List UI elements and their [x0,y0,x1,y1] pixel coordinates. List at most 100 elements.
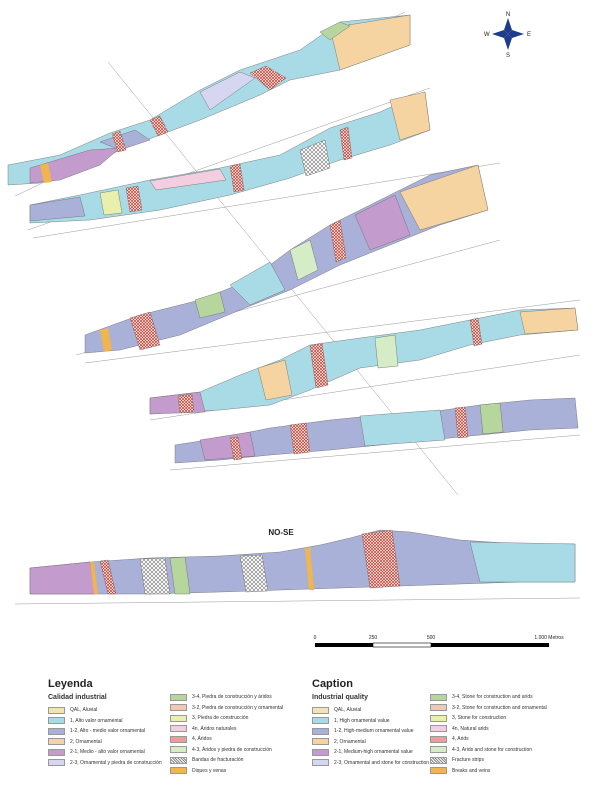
legend-item: 3-2, Stone for construction and ornament… [430,703,547,714]
legend-swatch [430,693,447,701]
compass-n: N [506,12,510,18]
profile-2-unit-3 [99,189,123,216]
legend-label: 2-3, Ornamental y piedra de construcción [70,759,162,766]
legend-swatch [170,725,187,733]
legend-swatch [170,735,187,743]
legend-swatch [170,746,187,754]
legend-swatch [312,759,329,767]
legend-label: QAL, Aluvial [70,707,98,714]
profile-4-body [149,307,579,415]
legend-swatch [48,727,65,735]
legend-label: 4, Arids [452,736,469,743]
legend-item: Diques y venas [170,766,283,777]
profile-1-unit-2 [329,14,411,71]
legend-label: Diques y venas [192,767,227,774]
legend-item: 4n, Natural arids [430,724,547,735]
legend-swatch [430,704,447,712]
profile-2 [29,91,431,224]
profile-1-fracture-3 [111,130,127,153]
profile-4-unit-2-1 [149,391,206,415]
legend-swatch [170,704,187,712]
legend-label: 3, Stone for construction [452,715,507,722]
legend-item: QAL, Aluvial [48,705,162,716]
profile-2-fracture-1 [299,139,331,177]
legend-label: 2-1, Medio - alto valor ornamental [70,749,145,756]
legend-label: 4, Áridos [192,736,212,743]
legend-en-subtitle: Industrial quality [312,694,369,701]
legend-label: 1, Alto valor ornamental [70,717,123,724]
legend-swatch [48,748,65,756]
profile-3-fracture-1 [129,311,161,351]
legend-swatch [430,767,447,775]
legend-item: 1, Alto valor ornamental [48,716,162,727]
profile-3-unit-3-4 [194,291,226,319]
legend-swatch [48,706,65,714]
profile-4 [149,307,579,415]
legend-label: QAL, Aluvial [334,707,362,714]
legend-es-subtitle: Calidad industrial [48,694,107,701]
compass-rose-icon: N S E W [484,12,531,59]
legend-label: 3-4, Stone for construction and arids [452,694,533,701]
profile-1-unit-2-1 [29,147,121,184]
profile-1-unit-2-3 [199,71,256,111]
legend-swatch [430,714,447,722]
scale-bar: 0 250 500 1.000 Metros [314,635,564,648]
legend-item: 4-3, Áridos y piedra de construcción [170,745,283,756]
profile-3-fracture-2 [329,219,347,263]
section-title: NO-SE [268,528,294,537]
legend-swatch [312,727,329,735]
scale-tick-500: 500 [427,635,436,641]
scale-tick-250: 250 [369,635,378,641]
legend-item: 4, Arids [430,734,547,745]
legend-item: 4-3, Arids and stone for construction [430,745,547,756]
legend-swatch [170,714,187,722]
legend-es-title: Leyenda [48,678,93,690]
compass-s: S [506,53,510,59]
legend-item: 1, High ornamental value [312,716,429,727]
profile-2-unit-2 [389,91,431,141]
legend-item: 2, Ornamental [48,737,162,748]
profile-4-unit-2-bis [257,359,293,401]
compass-w: W [484,32,490,38]
legend-label: 4n, Natural arids [452,725,489,732]
section-unit-1-right [469,541,576,583]
legend-label: 3-4, Piedra de construcción y áridos [192,694,272,701]
legend-item: 2-1, Medio - alto valor ornamental [48,747,162,758]
legend-es-column-2: 3-4, Piedra de construcción y áridos 3-2,… [170,692,283,776]
profile-4-fracture-1 [309,342,329,389]
legend-item: 3-4, Piedra de construcción y áridos [170,692,283,703]
legend-label: Bandas de fracturación [192,757,244,764]
profile-3-vein [100,328,112,352]
legend-swatch [312,706,329,714]
legend-label: 1-2, High-medium ornamental value [334,728,414,735]
legend-item: 1-2, High-medium ornamental value [312,726,429,737]
legend-label: 2, Ornamental [334,738,366,745]
legend-en-column-2: 3-4, Stone for construction and arids 3-2… [430,692,547,776]
section-fracture-left [99,559,117,595]
profile-4-fracture-3 [469,317,483,347]
legend-label: 1, High ornamental value [334,717,390,724]
profile-4-fracture-2 [177,393,195,414]
legend-swatch [170,767,187,775]
profile-2-unit-4n [149,168,227,191]
legend-label: 2-1, Medium-high ornamental value [334,749,413,756]
legend-label: 3-2, Piedra de construcción y ornamental [192,704,284,711]
legend-item: 1-2, Alto - medio valor ornamental [48,726,162,737]
legend-swatch [48,717,65,725]
legend-swatch [312,738,329,746]
legend-label: Fracture strips [452,757,484,764]
profile-3-unit-4-3 [289,239,319,281]
legend-label: 1-2, Alto - medio valor ornamental [70,728,146,735]
legend-swatch [170,756,187,764]
section-unit-3-4 [169,556,191,595]
legend-item: Bandas de fracturación [170,755,283,766]
profile-2-fracture-3 [125,185,143,213]
legend-swatch [312,717,329,725]
profile-1-unit-3-4 [319,21,351,41]
profile-4-unit-4-3 [374,334,399,369]
legend-swatch [170,693,187,701]
profile-5-unit-3-4 [479,402,504,435]
section-fracture-green [239,554,269,593]
legend-item: 2-1, Medium-high ornamental value [312,747,429,758]
